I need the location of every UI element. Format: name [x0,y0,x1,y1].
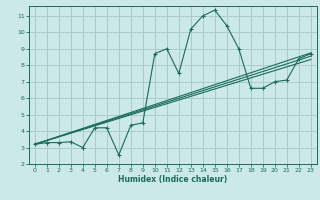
X-axis label: Humidex (Indice chaleur): Humidex (Indice chaleur) [118,175,228,184]
